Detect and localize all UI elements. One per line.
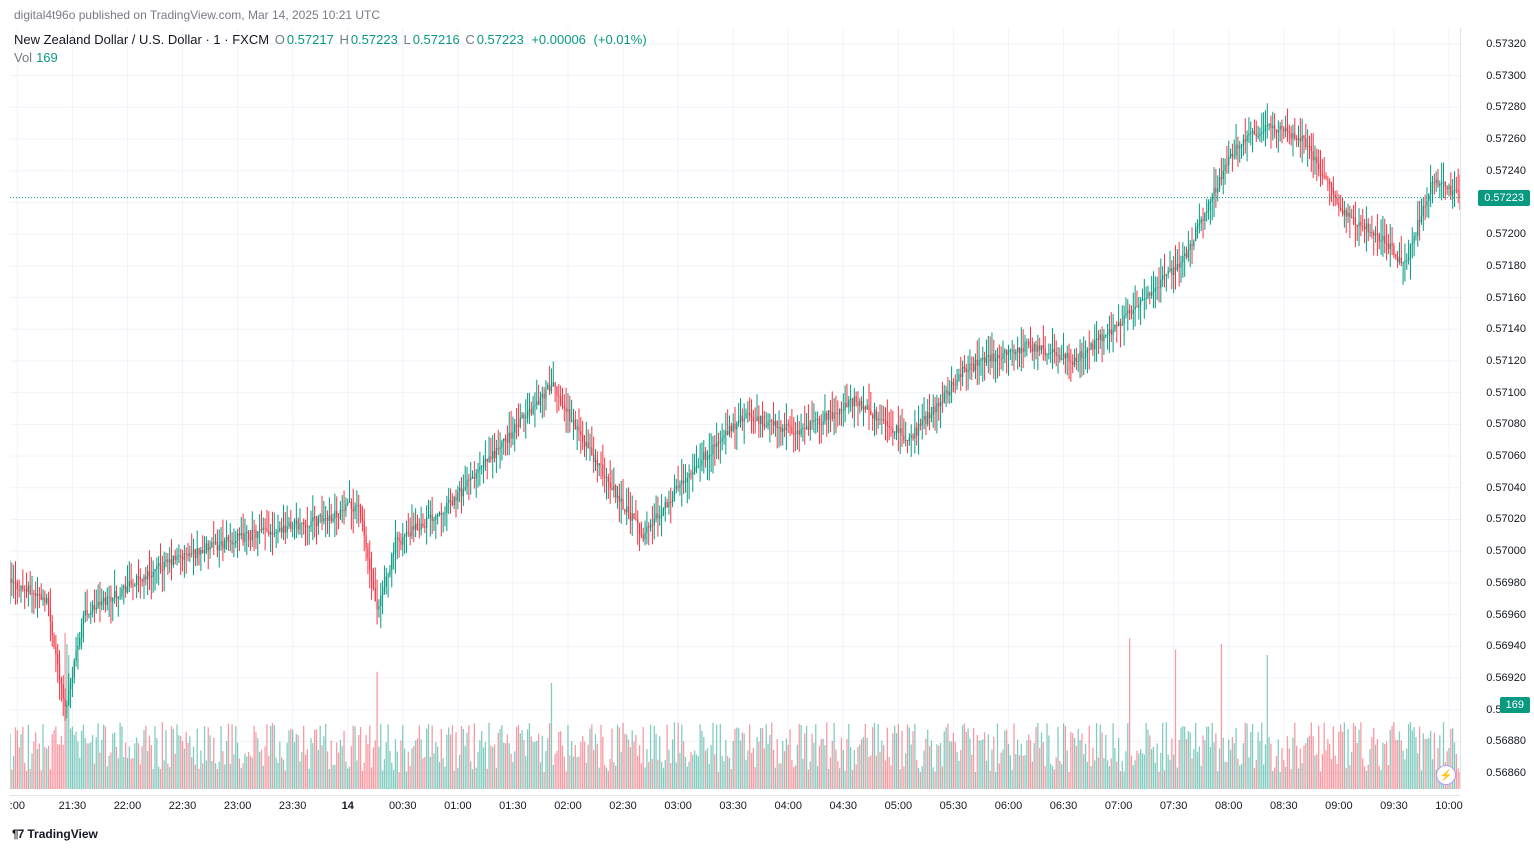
time-tick: :00	[10, 800, 25, 812]
price-tick: 0.57200	[1486, 228, 1526, 240]
price-axis[interactable]: 0.57320 0.57300 0.57280 0.57260 0.57240 0.572…	[1460, 28, 1534, 789]
time-tick: 07:00	[1105, 800, 1133, 812]
interval[interactable]: 1	[213, 32, 220, 47]
lightning-icon: ⚡	[1439, 769, 1453, 782]
publisher-name: digital4t96o	[14, 8, 75, 22]
time-tick: 08:00	[1215, 800, 1243, 812]
time-tick: 22:30	[169, 800, 197, 812]
price-tick: 0.57260	[1486, 133, 1526, 145]
change-abs: +0.00006	[531, 32, 586, 47]
publish-timestamp: Mar 14, 2025 10:21 UTC	[248, 8, 380, 22]
time-tick: 09:30	[1380, 800, 1408, 812]
goto-realtime-button[interactable]: ⚡	[1436, 765, 1456, 785]
price-tick: 0.56960	[1486, 609, 1526, 621]
price-tick: 0.57040	[1486, 482, 1526, 494]
site-name: TradingView.com	[150, 8, 241, 22]
price-tick: 0.57080	[1486, 418, 1526, 430]
publish-header: digital4t96o published on TradingView.co…	[14, 8, 380, 22]
time-tick: 00:30	[389, 800, 417, 812]
price-tick: 0.57160	[1486, 292, 1526, 304]
time-tick: 03:30	[719, 800, 747, 812]
time-tick: 05:00	[885, 800, 913, 812]
price-tick: 0.57120	[1486, 355, 1526, 367]
time-tick: 06:00	[995, 800, 1023, 812]
time-tick: 01:00	[444, 800, 472, 812]
price-tick: 0.56920	[1486, 672, 1526, 684]
last-price-tag: 0.57223	[1478, 190, 1530, 206]
change-pct: (+0.01%)	[594, 32, 647, 47]
time-tick: 02:00	[554, 800, 582, 812]
price-tick: 0.57280	[1486, 101, 1526, 113]
time-tick: 14	[342, 800, 354, 812]
time-tick: 06:30	[1050, 800, 1078, 812]
tradingview-watermark[interactable]: ¶7 TradingView	[12, 827, 98, 841]
tradingview-logo-icon: ¶7	[12, 827, 23, 841]
price-tick: 0.57060	[1486, 450, 1526, 462]
last-volume-tag: 169	[1500, 697, 1530, 713]
time-tick: 01:30	[499, 800, 527, 812]
price-tick: 0.57180	[1486, 260, 1526, 272]
price-tick: 0.56880	[1486, 735, 1526, 747]
price-tick: 0.56980	[1486, 577, 1526, 589]
time-tick: 23:00	[224, 800, 252, 812]
price-tick: 0.56860	[1486, 767, 1526, 779]
time-axis[interactable]: :00 21:30 22:00 22:30 23:00 23:30 14 00:30 01:00…	[10, 795, 1460, 817]
chart-legend: New Zealand Dollar / U.S. Dollar · 1 · F…	[14, 32, 647, 47]
price-tick: 0.57240	[1486, 165, 1526, 177]
time-tick: 09:00	[1325, 800, 1353, 812]
price-tick: 0.57000	[1486, 545, 1526, 557]
time-tick: 23:30	[279, 800, 307, 812]
price-tick: 0.57100	[1486, 387, 1526, 399]
broker: FXCM	[232, 32, 269, 47]
time-tick: 07:30	[1160, 800, 1188, 812]
time-tick: 21:30	[59, 800, 87, 812]
price-tick: 0.57020	[1486, 513, 1526, 525]
volume-legend: Vol169	[14, 50, 58, 65]
time-tick: 03:00	[664, 800, 692, 812]
time-tick: 04:30	[830, 800, 858, 812]
price-tick: 0.57140	[1486, 323, 1526, 335]
price-tick: 0.56940	[1486, 640, 1526, 652]
ohlc-readout: O0.57217 H0.57223 L0.57216 C0.57223	[273, 32, 528, 47]
price-tick: 0.57300	[1486, 70, 1526, 82]
time-tick: 22:00	[114, 800, 142, 812]
time-tick: 02:30	[609, 800, 637, 812]
price-tick: 0.57320	[1486, 38, 1526, 50]
time-tick: 04:00	[774, 800, 802, 812]
time-tick: 05:30	[940, 800, 968, 812]
time-tick: 10:00	[1435, 800, 1463, 812]
chart-pane[interactable]	[10, 28, 1460, 789]
time-tick: 08:30	[1270, 800, 1298, 812]
symbol-name[interactable]: New Zealand Dollar / U.S. Dollar	[14, 32, 202, 47]
